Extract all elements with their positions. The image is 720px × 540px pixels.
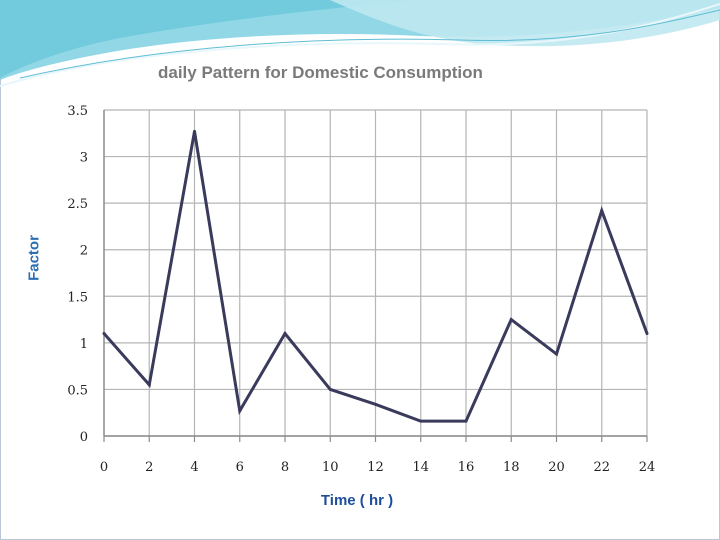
header-banner — [0, 0, 720, 87]
x-tick-label: 8 — [281, 460, 289, 475]
data-point — [509, 318, 513, 322]
data-point — [328, 387, 332, 391]
y-tick-label: 2 — [80, 244, 88, 259]
x-tick-label: 12 — [367, 460, 384, 475]
data-point — [238, 409, 242, 413]
data-point — [102, 332, 106, 336]
line-layer — [102, 129, 649, 423]
x-tick-label: 20 — [548, 460, 565, 475]
data-point — [419, 419, 423, 423]
y-tick-label: 1.5 — [67, 290, 88, 305]
banner-wave-pale — [330, 0, 720, 47]
x-tick-label: 14 — [412, 460, 429, 475]
chart-title: daily Pattern for Domestic Consumption — [158, 63, 483, 82]
x-tick-label: 18 — [503, 460, 520, 475]
x-tick-label: 4 — [190, 460, 198, 475]
y-tick-label: 1 — [80, 337, 88, 352]
data-point — [374, 402, 377, 406]
x-tick-label: 6 — [236, 460, 244, 475]
data-point — [600, 209, 604, 213]
y-tick-label: 0.5 — [67, 383, 88, 398]
x-tick-label: 22 — [593, 460, 610, 475]
y-tick-label: 3.5 — [67, 104, 88, 119]
x-axis-label: Time ( hr ) — [320, 492, 394, 509]
data-point — [283, 332, 287, 336]
data-point — [464, 419, 468, 423]
grid-layer — [103, 109, 648, 442]
data-point — [147, 383, 151, 387]
x-tick-label: 10 — [322, 460, 339, 475]
x-tick-label: 0 — [100, 460, 108, 475]
data-point — [193, 129, 196, 133]
y-tick-label: 3 — [80, 151, 88, 166]
y-tick-label: 2.5 — [67, 197, 88, 212]
x-tick-label: 2 — [145, 460, 153, 475]
x-tick-label: 24 — [639, 460, 656, 475]
x-tick-label: 16 — [458, 460, 475, 475]
data-point — [555, 352, 558, 356]
y-tick-label: 0 — [80, 430, 88, 445]
banner-wave-line-2 — [19, 9, 720, 79]
data-point — [645, 332, 649, 336]
y-axis-label: Factor — [25, 235, 43, 281]
